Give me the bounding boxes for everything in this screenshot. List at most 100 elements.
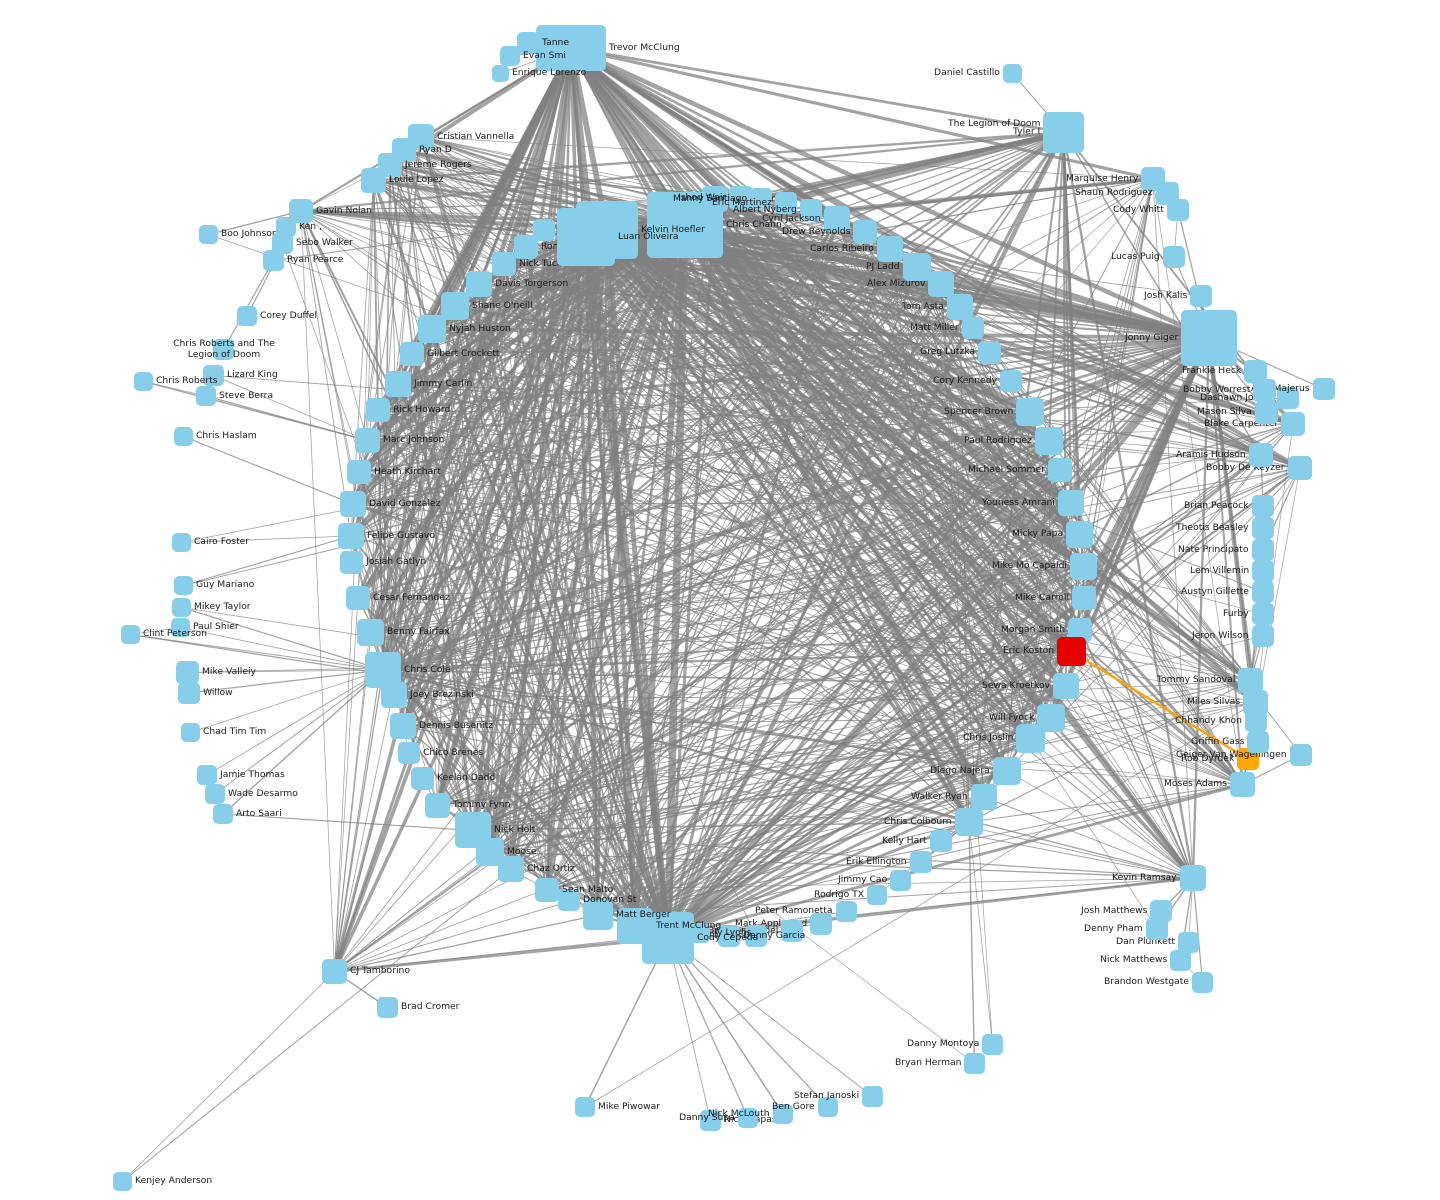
graph-node[interactable] [398, 742, 420, 764]
graph-node[interactable] [272, 233, 293, 254]
graph-node[interactable] [237, 306, 257, 326]
graph-node[interactable] [1252, 625, 1274, 647]
graph-node[interactable] [1048, 458, 1072, 482]
graph-node[interactable] [1070, 553, 1097, 580]
graph-node[interactable] [365, 652, 401, 688]
graph-node[interactable] [322, 959, 347, 984]
graph-node[interactable] [1252, 603, 1274, 625]
graph-node[interactable] [558, 889, 580, 911]
graph-node[interactable] [1016, 398, 1044, 426]
graph-node[interactable] [718, 925, 740, 947]
graph-node[interactable] [583, 900, 613, 930]
graph-node[interactable] [181, 723, 200, 742]
graph-node[interactable] [213, 804, 233, 824]
graph-node[interactable] [1255, 401, 1278, 424]
graph-node[interactable] [1016, 724, 1045, 753]
graph-node[interactable] [824, 206, 850, 232]
graph-node[interactable] [1247, 731, 1269, 753]
graph-node[interactable] [196, 386, 216, 406]
graph-node[interactable] [347, 460, 371, 484]
graph-node[interactable] [466, 271, 492, 297]
graph-node[interactable] [1178, 932, 1199, 953]
graph-node[interactable] [171, 618, 190, 637]
graph-node[interactable] [517, 32, 539, 54]
graph-node[interactable] [1252, 517, 1274, 539]
graph-node[interactable] [1058, 490, 1084, 516]
graph-node[interactable] [535, 878, 559, 902]
graph-node[interactable] [377, 997, 398, 1018]
graph-node[interactable] [121, 625, 140, 644]
graph-node[interactable] [1277, 387, 1299, 409]
graph-node[interactable] [500, 46, 520, 66]
graph-node[interactable] [455, 812, 491, 848]
graph-node[interactable] [1170, 950, 1191, 971]
graph-node[interactable] [1244, 360, 1267, 383]
graph-node[interactable] [890, 870, 911, 891]
graph-node[interactable] [1000, 370, 1022, 392]
graph-node[interactable] [1167, 199, 1189, 221]
graph-node[interactable] [113, 1172, 132, 1191]
graph-node[interactable] [533, 219, 555, 241]
graph-node[interactable] [205, 784, 225, 804]
graph-node[interactable] [700, 1110, 721, 1131]
graph-node[interactable] [971, 784, 997, 810]
graph-node[interactable] [964, 1053, 985, 1074]
graph-node[interactable] [199, 225, 218, 244]
graph-node[interactable] [1313, 378, 1335, 400]
graph-node[interactable] [1253, 379, 1276, 402]
graph-node[interactable] [172, 533, 191, 552]
graph-node[interactable] [1043, 112, 1084, 153]
graph-node[interactable] [557, 208, 615, 266]
graph-node[interactable] [617, 908, 653, 944]
graph-node[interactable] [930, 830, 952, 852]
graph-node[interactable] [903, 253, 931, 281]
graph-node[interactable] [853, 220, 877, 244]
graph-node[interactable] [1003, 64, 1022, 83]
graph-node[interactable] [1243, 690, 1268, 715]
graph-node[interactable] [702, 186, 728, 212]
graph-node[interactable] [1180, 865, 1206, 891]
graph-node[interactable] [993, 757, 1021, 785]
graph-node[interactable] [1163, 246, 1185, 268]
graph-node[interactable] [174, 427, 193, 446]
graph-node[interactable] [947, 294, 973, 320]
graph-node[interactable] [910, 851, 932, 873]
graph-node[interactable] [867, 885, 887, 905]
graph-node[interactable] [862, 1086, 883, 1107]
graph-node[interactable] [1192, 972, 1213, 993]
graph-node[interactable] [289, 199, 313, 223]
graph-node[interactable] [745, 925, 767, 947]
graph-node[interactable] [213, 339, 234, 360]
graph-node[interactable] [1035, 427, 1063, 455]
graph-node[interactable] [1053, 673, 1079, 699]
graph-node[interactable] [425, 793, 450, 818]
graph-node[interactable] [1288, 456, 1312, 480]
graph-node[interactable] [340, 491, 366, 517]
graph-node[interactable] [1249, 443, 1273, 467]
graph-node[interactable] [172, 598, 191, 617]
graph-node[interactable] [978, 341, 1001, 364]
graph-node[interactable] [800, 199, 822, 221]
graph-node[interactable] [775, 192, 797, 214]
graph-node[interactable] [575, 1097, 595, 1117]
graph-node[interactable] [773, 1104, 793, 1124]
graph-node[interactable] [750, 188, 772, 210]
graph-node[interactable] [781, 920, 803, 942]
graph-node[interactable] [385, 371, 411, 397]
graph-node[interactable] [178, 682, 200, 704]
graph-node[interactable] [355, 428, 380, 453]
graph-node[interactable] [418, 315, 446, 343]
graph-node[interactable] [1072, 586, 1096, 610]
graph-node[interactable] [357, 619, 384, 646]
graph-node[interactable] [1230, 772, 1255, 797]
graph-node[interactable] [1146, 918, 1168, 940]
graph-node[interactable] [955, 808, 983, 836]
graph-node[interactable] [928, 271, 954, 297]
graph-node[interactable] [1057, 637, 1086, 666]
graph-node[interactable] [134, 372, 153, 391]
graph-node[interactable] [1066, 521, 1093, 548]
graph-node[interactable] [810, 913, 832, 935]
graph-node[interactable] [536, 25, 606, 71]
